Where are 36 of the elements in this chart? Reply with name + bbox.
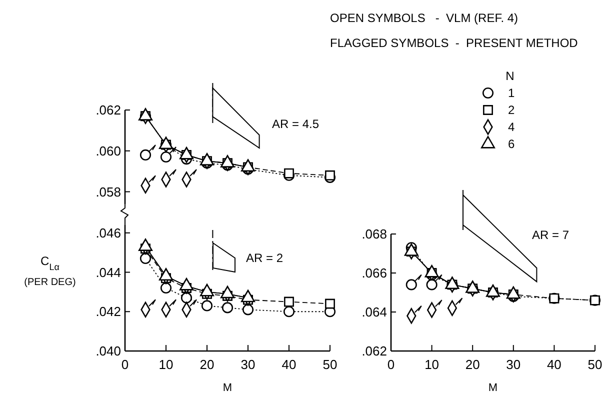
legend-label: 2: [508, 103, 515, 117]
y-tick-label: .044: [96, 264, 121, 280]
y-tick-label: .068: [362, 226, 387, 242]
legend-label: 6: [508, 137, 515, 151]
x-tick-label: 20: [200, 357, 214, 372]
x-tick-label: 10: [158, 357, 174, 372]
text: FLAGGED SYMBOLS - PRESENT METHOD: [330, 36, 578, 50]
x-tick-label: 50: [588, 357, 602, 372]
y-tick-label: .058: [96, 184, 121, 200]
legend-label: 4: [508, 120, 515, 134]
y-tick-label: .066: [362, 266, 387, 281]
x-axis-title: M: [222, 382, 232, 394]
text: OPEN SYMBOLS - VLM (REF. 4): [330, 11, 518, 25]
x-tick-label: 0: [121, 357, 129, 372]
legend-title: N: [506, 69, 514, 83]
x-tick-label: 30: [240, 357, 256, 372]
y-tick-label: .042: [96, 304, 121, 320]
legend-label: 1: [508, 86, 515, 100]
y-tick-label: .060: [96, 143, 121, 158]
x-tick-label: 50: [322, 357, 338, 372]
y-tick-label: .046: [96, 225, 121, 240]
x-tick-label: 40: [546, 357, 562, 372]
x-tick-label: 40: [282, 357, 296, 372]
x-tick-label: 20: [465, 357, 480, 372]
y-axis-title: C$_{Lα}$ (PER DEG): [24, 254, 76, 288]
x-tick-label: 0: [387, 357, 395, 372]
annotation: AR = 2: [246, 251, 284, 265]
x-tick-label: 10: [424, 357, 440, 372]
annotation: AR = 4.5: [272, 117, 320, 131]
x-tick-label: 30: [506, 357, 521, 372]
y-tick-label: .062: [362, 344, 387, 359]
y-tick-label: .064: [362, 304, 387, 320]
y-tick-label: .062: [96, 102, 121, 118]
y-tick-label: .040: [96, 344, 121, 359]
x-axis-title: M: [488, 382, 498, 394]
annotation: AR = 7: [532, 228, 570, 242]
